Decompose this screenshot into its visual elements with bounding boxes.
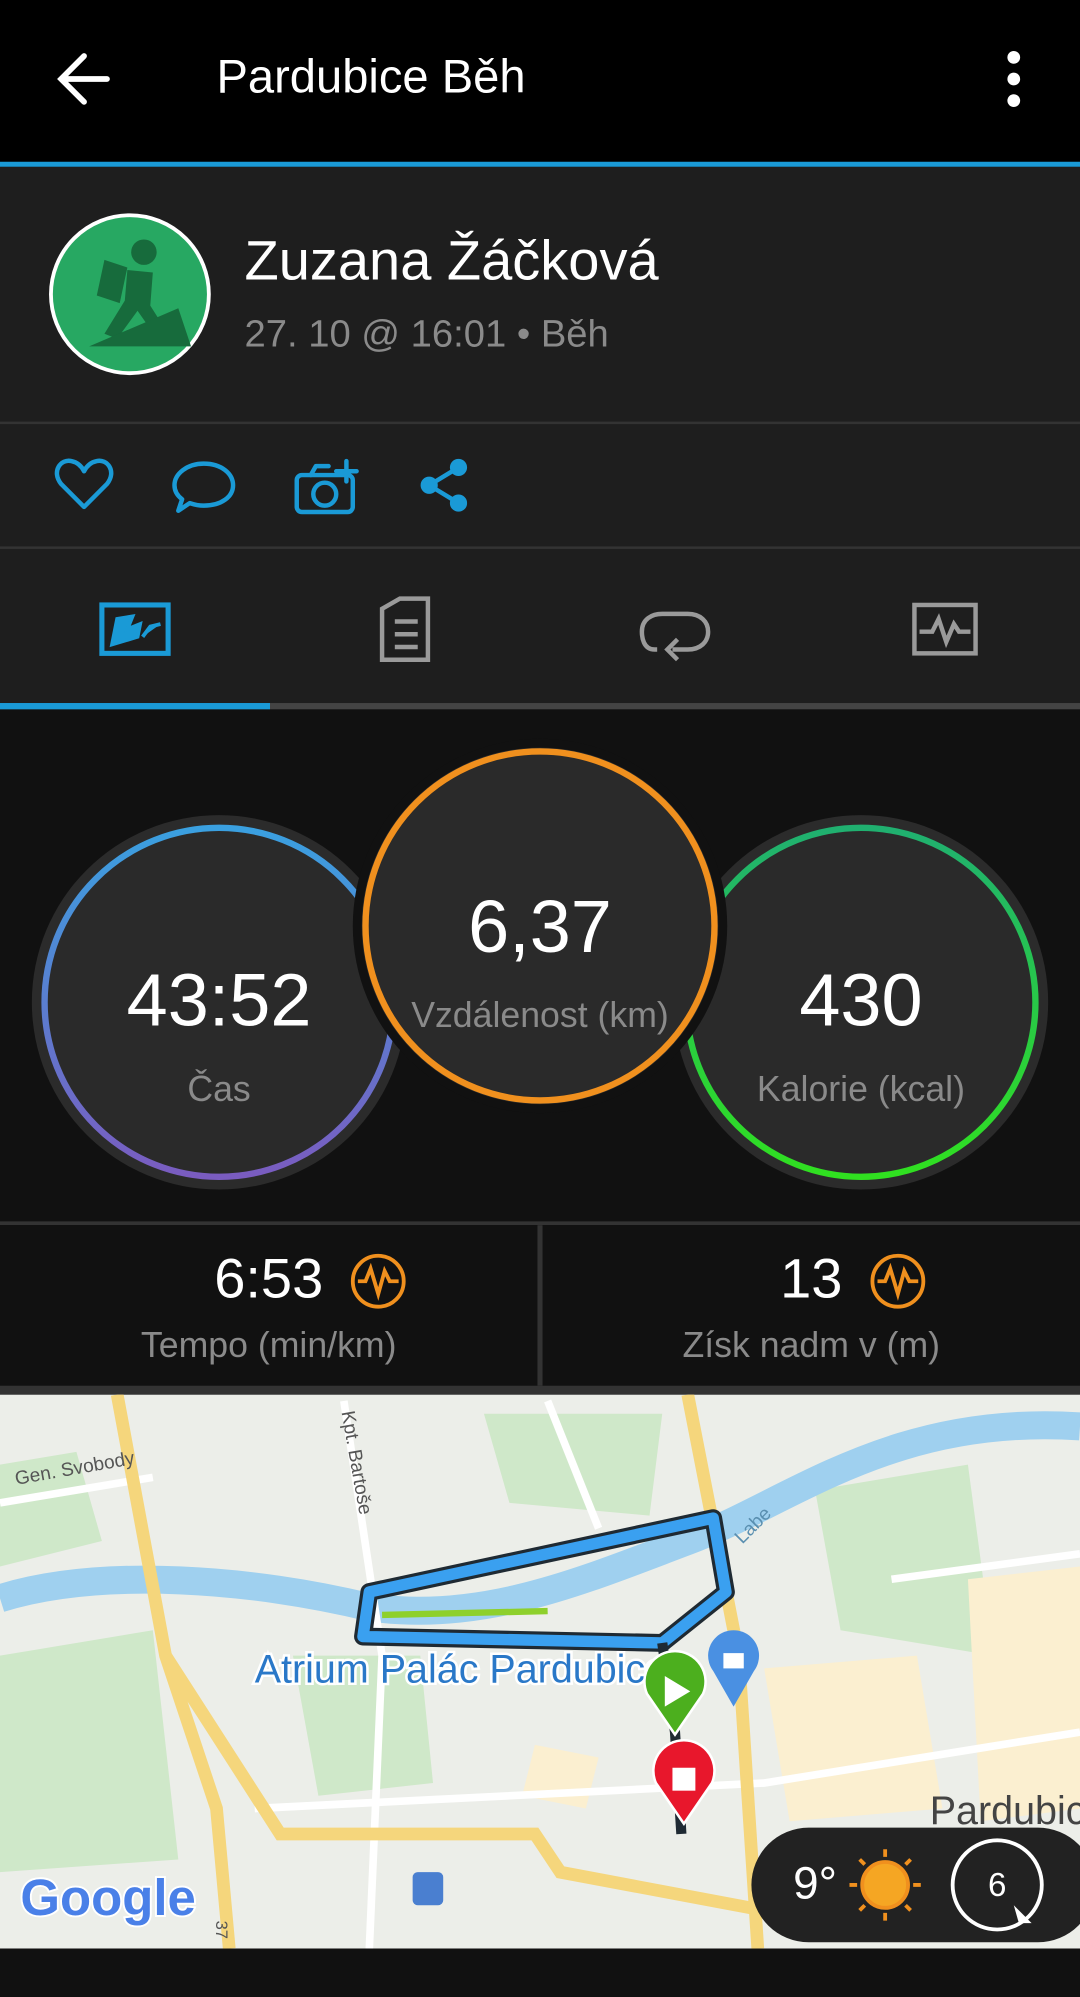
transit-icon (412, 1872, 444, 1906)
end-marker (652, 1739, 716, 1827)
pulse-icon (870, 1253, 926, 1309)
share-button[interactable] (420, 458, 468, 512)
back-button[interactable] (57, 53, 110, 105)
tab-indicator (0, 703, 270, 710)
tab-overview[interactable] (99, 602, 171, 656)
stat-value: 6:53 (214, 1246, 323, 1309)
stat-label: Vzdálenost (km) (411, 995, 669, 1035)
shop-pin (708, 1630, 760, 1707)
divider (0, 1221, 1080, 1226)
tab-details[interactable] (379, 596, 431, 662)
stat-label: Čas (187, 1069, 250, 1109)
place-label: Atrium Palác Pardubice (255, 1648, 667, 1692)
tab-charts[interactable] (912, 602, 978, 656)
top-bar (0, 0, 1080, 162)
tab-laps[interactable] (639, 611, 711, 662)
divider (0, 546, 1080, 549)
divider (0, 421, 1080, 425)
comment-button[interactable] (172, 461, 236, 513)
wind-dial (950, 1838, 1044, 1932)
photo-button[interactable] (294, 458, 359, 515)
temperature: 9° (793, 1857, 837, 1908)
divider (0, 1385, 1080, 1395)
page-title: Pardubice Běh (217, 50, 526, 103)
bottom-bar (0, 1948, 1080, 1997)
like-button[interactable] (54, 458, 114, 510)
stat-value: 43:52 (127, 959, 312, 1042)
stat-label: Získ nadm v (m) (683, 1325, 941, 1365)
tab-track (0, 703, 1080, 710)
stat-label: Kalorie (kcal) (757, 1069, 965, 1109)
stat-value: 430 (799, 959, 922, 1042)
pulse-icon (350, 1253, 406, 1309)
map-brand: Google (20, 1869, 195, 1926)
sun-icon (849, 1849, 921, 1921)
wind-arrow (1013, 1905, 1032, 1924)
activity-meta: 27. 10 @ 16:01 • Běh (245, 312, 609, 355)
start-marker (643, 1649, 707, 1737)
accent-line (0, 161, 1080, 167)
stat-value: 13 (780, 1246, 842, 1309)
divider (537, 1225, 543, 1386)
city-label: Pardubice (930, 1789, 1080, 1833)
stat-value: 6,37 (468, 885, 612, 968)
avatar-icon (89, 239, 192, 347)
user-name: Zuzana Žáčková (245, 229, 660, 292)
map[interactable]: Gen. Svobody Kpt. Bartoše Labe 37 Atrium… (0, 1394, 1080, 1949)
stat-circle (31, 738, 1049, 1190)
road-label: 37 (212, 1921, 231, 1939)
wind-speed: 6 (988, 1867, 1006, 1904)
menu-button[interactable] (1007, 50, 1021, 107)
stat-label: Tempo (min/km) (141, 1325, 397, 1365)
